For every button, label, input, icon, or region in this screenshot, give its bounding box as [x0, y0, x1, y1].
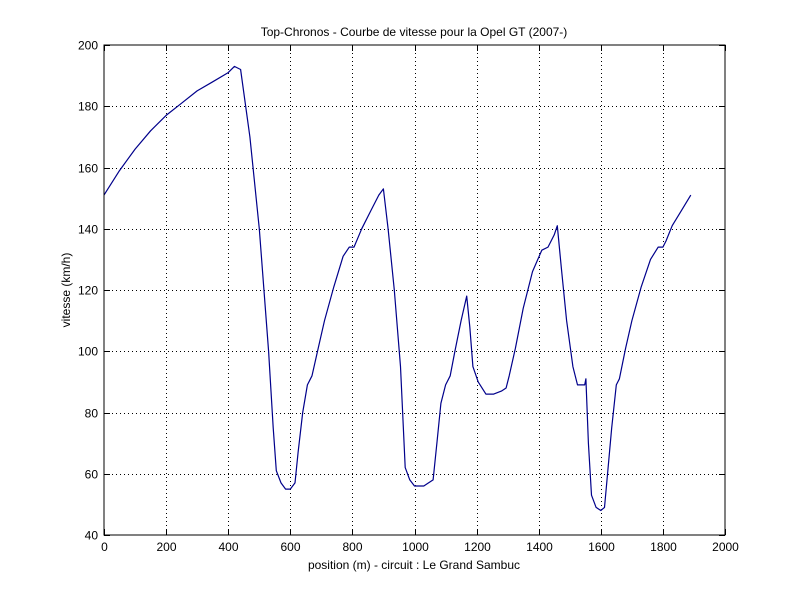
x-tick-label: 1400 — [526, 540, 553, 554]
y-tick-labels: 40 60 80 100 120 140 160 180 200 — [78, 39, 98, 543]
x-tick-label: 1200 — [464, 540, 491, 554]
x-tick-label: 1600 — [588, 540, 615, 554]
x-tick-label: 400 — [218, 540, 238, 554]
series-layer — [103, 65, 692, 512]
x-tick-labels: 0 200 400 600 800 1000 1200 1400 1600 1800 2000 — [101, 540, 739, 554]
x-tick-label: 1800 — [650, 540, 677, 554]
chart-title: Top-Chronos - Courbe de vitesse pour la … — [261, 25, 568, 39]
y-tick-label: 200 — [78, 39, 98, 53]
x-tick-label: 2000 — [712, 540, 739, 554]
plot-area — [104, 45, 725, 535]
x-tick-label: 600 — [280, 540, 300, 554]
y-tick-label: 40 — [85, 529, 99, 543]
ticks — [104, 45, 726, 536]
y-tick-label: 100 — [78, 345, 98, 359]
y-tick-label: 180 — [78, 100, 98, 114]
y-tick-label: 160 — [78, 162, 98, 176]
x-tick-label: 0 — [101, 540, 108, 554]
y-tick-label: 140 — [78, 223, 98, 237]
series-line — [103, 65, 692, 512]
x-axis-label: position (m) - circuit : Le Grand Sambuc — [308, 558, 520, 572]
x-tick-label: 200 — [156, 540, 176, 554]
x-tick-label: 800 — [342, 540, 362, 554]
y-tick-label: 80 — [85, 407, 99, 421]
y-axis-label: vitesse (km/h) — [59, 253, 73, 328]
y-tick-label: 120 — [78, 284, 98, 298]
x-tick-label: 1000 — [402, 540, 429, 554]
y-tick-label: 60 — [85, 468, 99, 482]
grid — [104, 45, 725, 535]
